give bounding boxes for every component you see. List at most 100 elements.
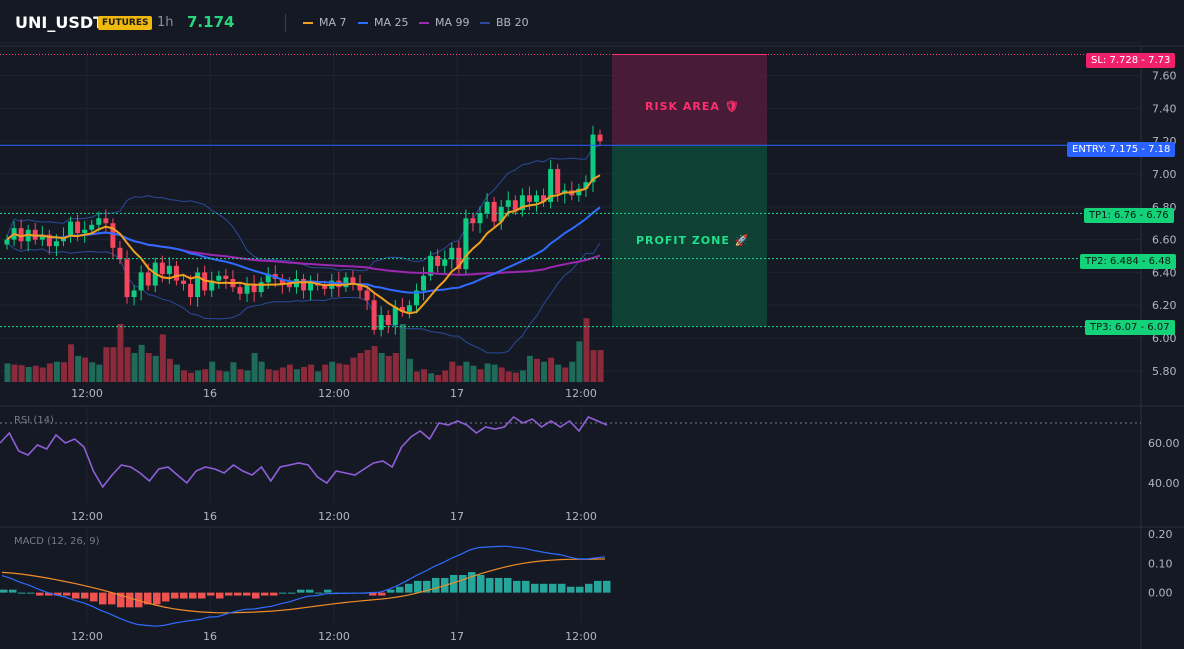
rsi-line [0,415,608,489]
macd-histogram-bar [297,589,305,593]
volume-bar [32,365,39,382]
macd-histogram-bar [279,592,287,594]
candle-body [195,272,201,298]
volume-bar [117,324,124,382]
candle-body [484,201,490,214]
price-tick-label: 6.40 [1152,266,1177,279]
futures-badge: FUTURES [98,16,153,30]
candle-body [456,247,462,270]
candle-body [181,280,186,284]
volume-bar [138,344,145,382]
candle-body [378,315,384,330]
volume-bar [251,353,258,382]
candle-body [4,239,10,245]
macd-histogram-bar [558,583,566,593]
candle-body [173,265,179,281]
macd-histogram-bar [0,589,8,593]
volume-bar [413,371,420,382]
candle-body [548,169,554,202]
candle-body [491,201,497,222]
volume-bar [68,344,75,382]
candle-body [308,282,314,291]
volume-bar [25,366,32,382]
candle-body [53,241,59,247]
volume-bar [272,370,279,382]
volume-bar [569,361,576,382]
macd-tick-label: 0.00 [1148,587,1173,600]
candle-body [526,195,532,202]
price-tick-label: 7.60 [1152,70,1177,83]
volume-bar [46,363,53,382]
candle-body [449,247,455,260]
macd-histogram-bar [81,592,89,599]
volume-bar [89,362,96,382]
candle-body [82,229,88,234]
volume-bar [442,370,449,382]
candle-body [237,287,243,294]
volume-bar [124,347,131,382]
volume-bar [237,369,244,382]
macd-histogram-bar [432,577,440,593]
candle-body [435,256,441,266]
symbol-title[interactable]: UNI_USDT [15,13,105,32]
macd-signal-line [1,558,606,614]
macd-histogram-bar [54,592,62,596]
macd-histogram-bar [378,592,386,596]
macd-histogram-bar [225,592,233,596]
legend-ma7[interactable]: MA 7 [303,16,347,29]
legend-bb20[interactable]: BB 20 [480,16,529,29]
volume-bar [421,369,428,382]
macd-histogram-bar [486,577,494,593]
macd-histogram-bar [207,592,215,596]
legend-ma99[interactable]: MA 99 [419,16,470,29]
timeframe-selector[interactable]: 1h [157,15,174,30]
volume-bar [583,318,590,382]
macd-histogram-bar [144,592,152,605]
volume-bar [223,371,230,382]
price-tick-label: 5.80 [1152,365,1177,378]
volume-bar [60,362,67,382]
candle-body [138,272,144,291]
volume-bar [4,363,11,382]
volume-bar [336,363,343,382]
macd-histogram-bar [585,583,593,593]
volume-bar [406,358,413,382]
volume-bar [428,373,435,382]
candle-body [32,229,38,240]
volume-bar [188,372,195,382]
legend-ma25[interactable]: MA 25 [358,16,409,29]
legend-bb20-swatch [480,21,490,24]
macd-histogram-bar [540,583,548,593]
macd-histogram-bar [126,592,134,608]
candle-body [89,224,95,230]
time-tick-label: 12:00 [565,630,597,643]
volume-bar [18,365,25,382]
volume-bar [96,364,103,382]
candle-body [399,306,405,312]
macd-histogram-bar [414,580,422,593]
candle-body [428,256,434,276]
macd-histogram-bar [306,589,314,593]
macd-histogram-bar [459,575,467,593]
time-tick-label: 17 [450,630,464,643]
candle-body [590,134,596,183]
rsi-tick-label: 60.00 [1148,437,1180,450]
volume-bar [541,361,548,382]
volume-bar [463,361,470,382]
volume-bar [548,357,555,382]
volume-bar [491,364,498,382]
macd-histogram-bar [531,583,539,593]
candle-body [131,290,137,298]
candle-body [46,234,52,247]
macd-histogram-bar [423,580,431,593]
macd-histogram-bar [243,592,251,596]
profit-zone-rect [612,145,767,327]
volume-bar [350,357,357,382]
macd-histogram-bar [36,592,44,596]
volume-bar [505,371,512,382]
volume-bar [152,355,159,382]
time-tick-label: 12:00 [318,510,350,523]
volume-bar [470,365,477,382]
time-tick-label: 17 [450,387,464,400]
